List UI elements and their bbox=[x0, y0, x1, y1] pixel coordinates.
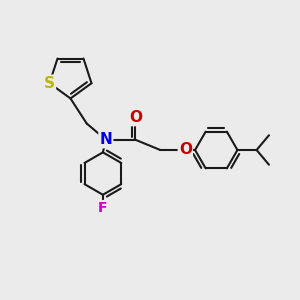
Text: O: O bbox=[129, 110, 142, 125]
Text: S: S bbox=[44, 76, 55, 91]
Text: N: N bbox=[100, 132, 112, 147]
Text: F: F bbox=[98, 201, 108, 215]
Text: O: O bbox=[179, 142, 192, 158]
